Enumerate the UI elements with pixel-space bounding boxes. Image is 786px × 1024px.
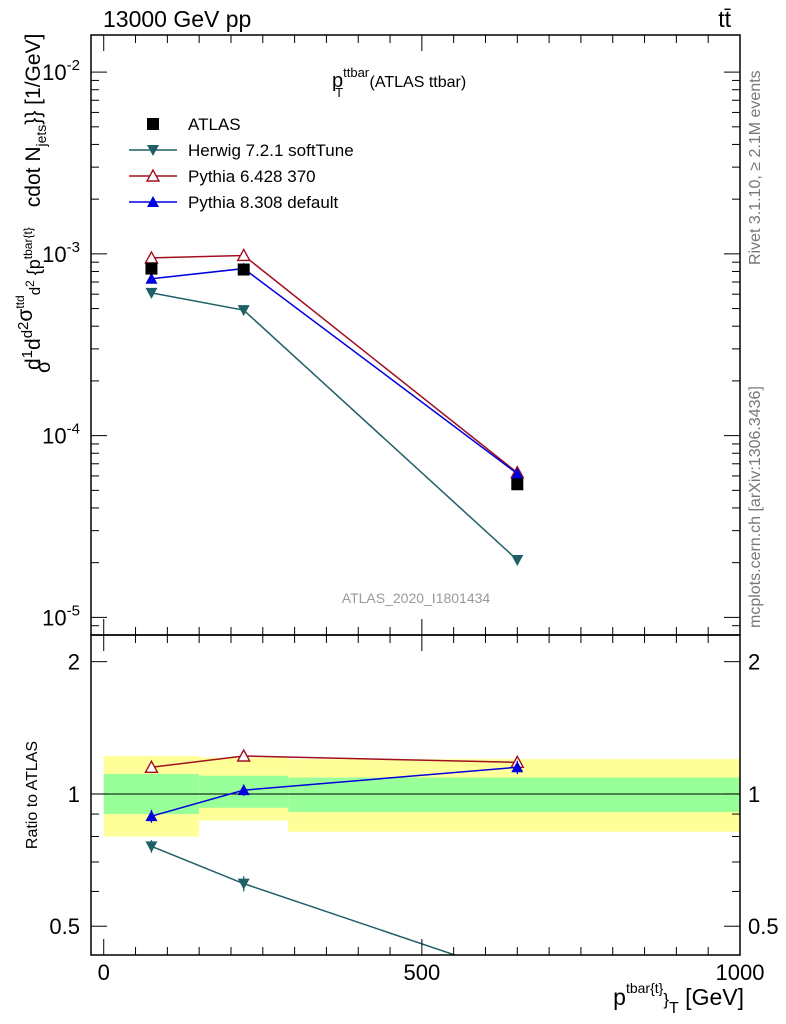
legend: ATLAS Herwig 7.2.1 softTune Pythia 6.428 3… bbox=[129, 115, 354, 212]
analysis-watermark: ATLAS_2020_I1801434 bbox=[342, 590, 491, 606]
legend-herwig-7-2-1-softtune-marker bbox=[147, 145, 159, 156]
main-panel: 10-2 10-3 10-4 10-5 ATLAS_2020_I1801434 ptt… bbox=[13, 34, 741, 636]
x-tick-label: 500 bbox=[404, 960, 441, 985]
herwig-7-2-1-softtune-line bbox=[151, 292, 518, 561]
svg-text:d1dd2σttdd2 {ptbar{t}cdot Njet: d1dd2σttdd2 {ptbar{t}cdot Njets}} [1/GeV… bbox=[13, 34, 49, 370]
ratio-y-tick-label: 2 bbox=[68, 650, 80, 675]
herwig-7-2-1-softtune-point bbox=[511, 554, 524, 566]
atlas-point bbox=[511, 478, 524, 491]
ratio-herwig-7-2-1-softtune-point bbox=[237, 878, 250, 890]
ratio-y-tick-label-right: 2 bbox=[748, 650, 760, 675]
svg-text:σ: σ bbox=[33, 360, 55, 373]
legend-pythia-8-308-default-label: Pythia 8.308 default bbox=[188, 193, 339, 212]
rivet-version-label: Rivet 3.1.10, ≥ 2.1M events bbox=[747, 70, 764, 265]
ratio-y-tick-label-right: 0.5 bbox=[748, 914, 779, 939]
main-y-tick-label: 10-3 bbox=[42, 239, 80, 267]
ratio-pythia-6-428-370-point bbox=[144, 759, 159, 773]
ratio-pythia-8-308-default-point bbox=[145, 810, 158, 822]
x-axis-label: ptbar{t}}T [GeV] bbox=[613, 980, 744, 1017]
mcplots-label: mcplots.cern.ch [arXiv:1306.3436] bbox=[747, 386, 764, 628]
header-collision: 13000 GeV pp bbox=[103, 6, 251, 32]
ratio-y-axis-label: Ratio to ATLAS bbox=[24, 741, 41, 849]
pythia-8-308-default-line bbox=[151, 267, 518, 475]
ratio-frame bbox=[90, 634, 741, 956]
atlas-point bbox=[145, 262, 158, 275]
legend-pythia-8-308-default-marker bbox=[147, 196, 159, 207]
main-y-axis-label: d1dd2σttdd2 {ptbar{t}cdot Njets}} [1/GeV… bbox=[13, 34, 55, 373]
main-y-tick-label: 10-4 bbox=[42, 421, 80, 449]
legend-herwig-7-2-1-softtune-label: Herwig 7.2.1 softTune bbox=[188, 141, 354, 160]
pythia-8-308-default-point bbox=[145, 272, 158, 284]
legend-pythia-6-428-370-marker bbox=[145, 168, 161, 182]
main-y-tick-label: 10-5 bbox=[42, 602, 80, 630]
legend-atlas-label: ATLAS bbox=[188, 115, 241, 134]
ratio-y-tick-label: 1 bbox=[68, 782, 80, 807]
legend-pythia-6-428-370-label: Pythia 6.428 370 bbox=[188, 167, 316, 186]
legend-atlas-marker bbox=[147, 118, 159, 130]
header-process: tt̄ bbox=[718, 6, 731, 32]
atlas-point bbox=[237, 263, 250, 276]
ratio-y-tick-label: 0.5 bbox=[49, 914, 80, 939]
ratio-y-tick-label-right: 1 bbox=[748, 782, 760, 807]
ratio-pythia-8-308-default-point bbox=[511, 761, 524, 773]
pythia-6-428-370-line bbox=[151, 254, 518, 474]
ratio-panel: 0.5 0.5 1 1 2 2 0 500 1000 Ratio to ATLAS ptbar{… bbox=[24, 634, 779, 1017]
main-y-tick-label: 10-2 bbox=[42, 57, 80, 85]
herwig-7-2-1-softtune-point bbox=[145, 287, 158, 299]
x-tick-label: 0 bbox=[98, 960, 110, 985]
plot-title: pttbar T (ATLAS ttbar) bbox=[332, 65, 466, 100]
x-tick-label: 1000 bbox=[716, 960, 765, 985]
pythia-6-428-370-point bbox=[236, 247, 251, 262]
ratio-herwig-7-2-1-softtune-point bbox=[145, 841, 158, 853]
ratio-pythia-6-428-370-point bbox=[236, 748, 251, 762]
herwig-7-2-1-softtune-point bbox=[237, 305, 250, 317]
ratio-band-green bbox=[288, 777, 740, 812]
ratio-herwig-7-2-1-softtune-line bbox=[151, 845, 458, 955]
ratio-pythia-8-308-default-point bbox=[237, 784, 250, 796]
pythia-8-308-default-point bbox=[511, 467, 524, 479]
